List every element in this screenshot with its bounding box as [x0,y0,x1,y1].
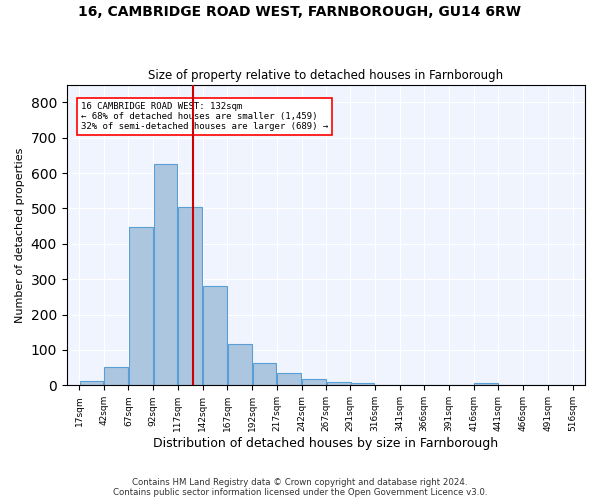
Text: 16, CAMBRIDGE ROAD WEST, FARNBOROUGH, GU14 6RW: 16, CAMBRIDGE ROAD WEST, FARNBOROUGH, GU… [79,5,521,19]
Bar [80,381,103,386]
Bar [203,286,227,386]
Y-axis label: Number of detached properties: Number of detached properties [15,148,25,322]
Bar [178,206,202,386]
Text: Contains HM Land Registry data © Crown copyright and database right 2024.
Contai: Contains HM Land Registry data © Crown c… [113,478,487,497]
Bar [253,363,277,386]
Title: Size of property relative to detached houses in Farnborough: Size of property relative to detached ho… [148,69,503,82]
Bar [474,382,498,386]
Text: 16 CAMBRIDGE ROAD WEST: 132sqm
← 68% of detached houses are smaller (1,459)
32% : 16 CAMBRIDGE ROAD WEST: 132sqm ← 68% of … [81,102,328,132]
Bar [327,382,350,386]
Bar [104,367,128,386]
Bar [154,164,178,386]
X-axis label: Distribution of detached houses by size in Farnborough: Distribution of detached houses by size … [153,437,499,450]
Bar [350,382,374,386]
Bar [228,344,251,386]
Bar [277,373,301,386]
Bar [129,227,153,386]
Bar [302,379,326,386]
